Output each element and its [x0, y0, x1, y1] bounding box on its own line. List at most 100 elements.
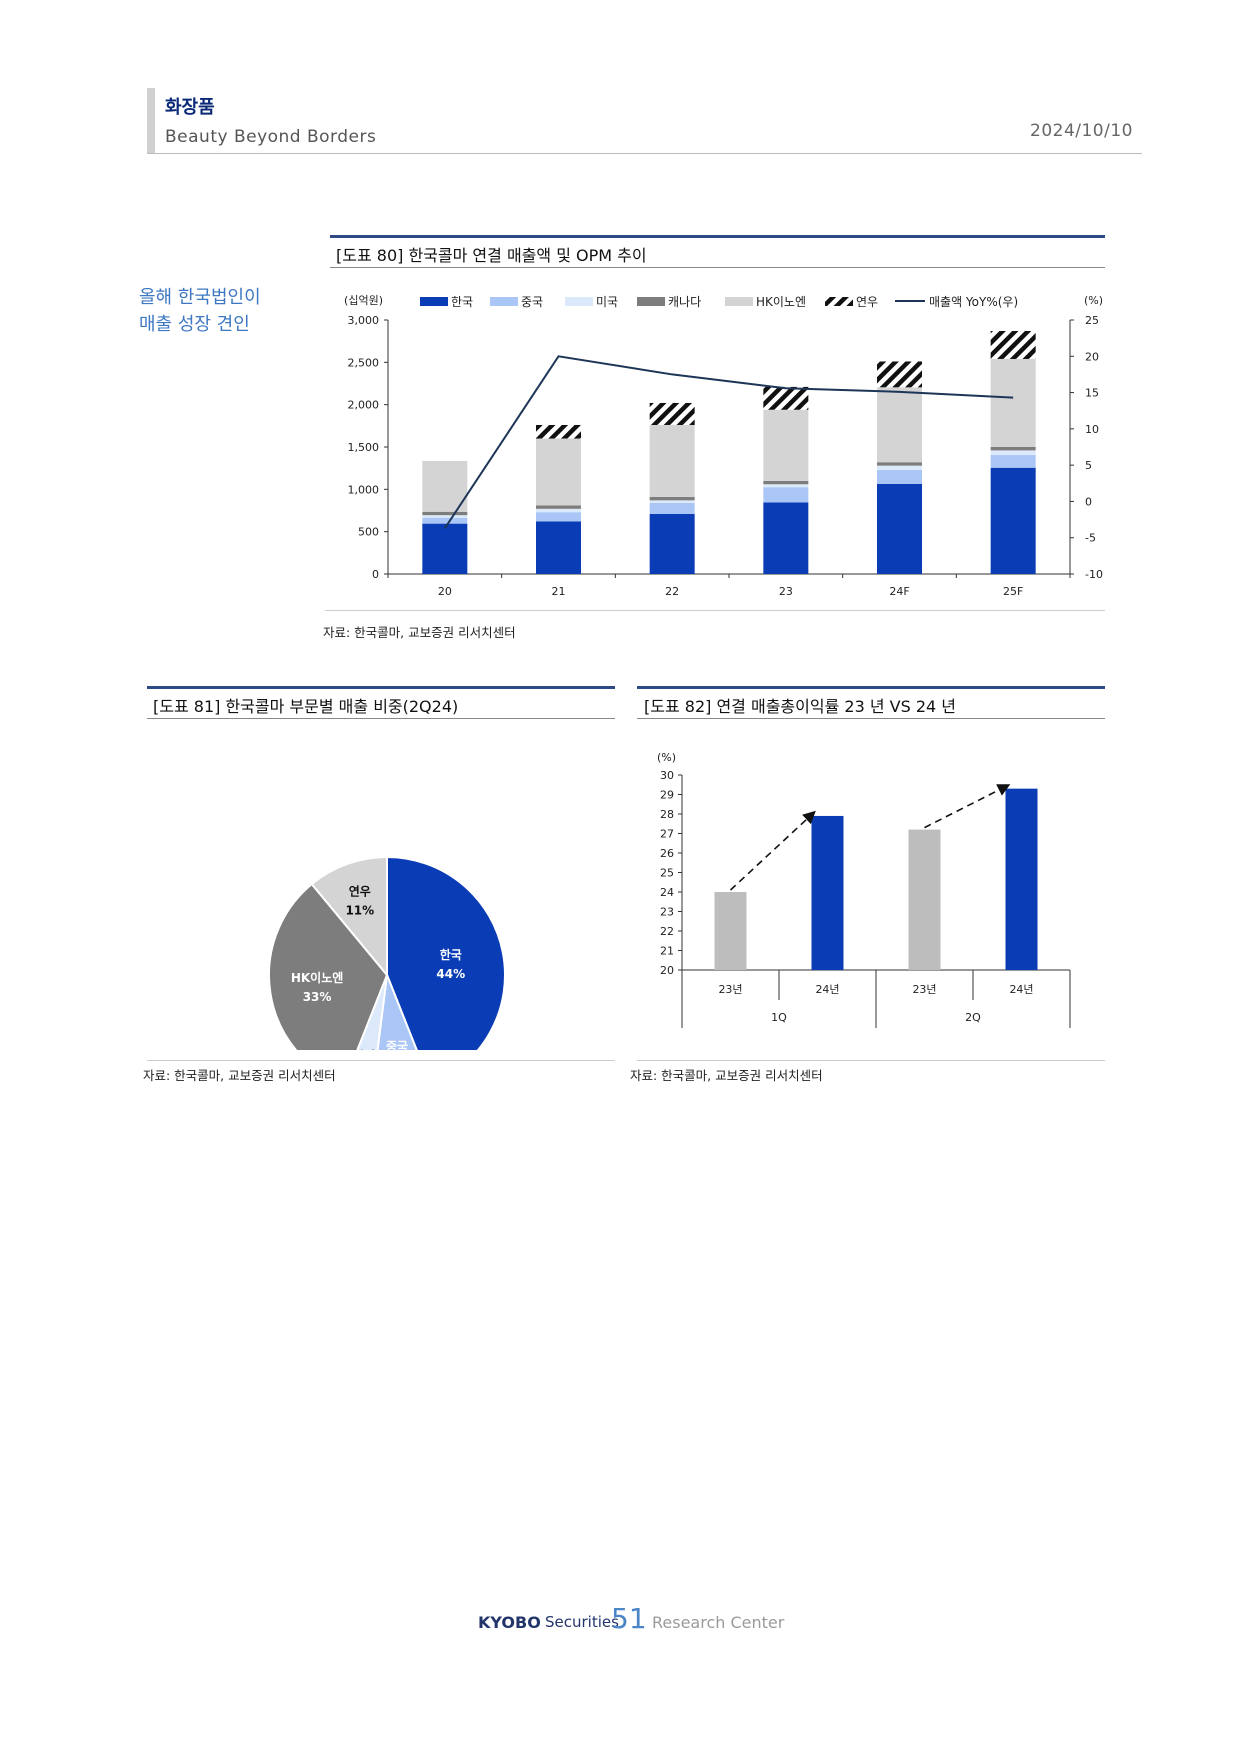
bar-segment-hk_inno [536, 438, 581, 506]
left-tick-label: 2,000 [348, 399, 380, 412]
fig81-title-rule [147, 718, 615, 719]
legend-label: 연우 [856, 295, 878, 309]
bar-segment-yeonwoo [763, 386, 809, 410]
right-axis-unit: (%) [1084, 294, 1103, 307]
fig82-title: [도표 82] 연결 매출총이익률 23 년 VS 24 년 [644, 697, 956, 716]
legend-swatch-yeonwoo [825, 297, 853, 306]
bar-segment-china [649, 502, 695, 514]
bar-segment-canada [990, 447, 1036, 451]
bar-segment-usa [763, 484, 809, 488]
left-tick-label: 2,500 [348, 356, 380, 369]
trend-arrow [924, 784, 1011, 829]
y-axis-unit: (%) [657, 751, 676, 764]
pie-slice [376, 974, 418, 1050]
pie-pct-label: 44% [436, 967, 465, 981]
pie-slice [356, 974, 388, 1050]
bar-segment-usa [422, 515, 468, 518]
right-tick-label: 5 [1085, 459, 1092, 472]
side-note-line2: 매출 성장 견인 [139, 314, 250, 335]
y-tick-label: 25 [660, 867, 674, 880]
bar-segment-korea [877, 483, 922, 574]
bar-segment-canada [877, 462, 922, 466]
fig82-source: 자료: 한국콜마, 교보증권 리서치센터 [630, 1068, 823, 1083]
y-tick-label: 20 [660, 964, 674, 977]
left-tick-label: 1,000 [348, 483, 380, 496]
fig80-top-rule [330, 235, 1105, 238]
right-tick-label: 20 [1085, 350, 1099, 363]
report-date: 2024/10/10 [1030, 121, 1133, 141]
legend-label: 캐나다 [668, 295, 701, 309]
right-tick-label: -5 [1085, 532, 1096, 545]
legend-swatch-usa [565, 297, 593, 306]
x-tick-label: 22 [665, 585, 679, 598]
fig80-title-rule [330, 267, 1105, 268]
pie-label: 한국 [440, 947, 462, 962]
bar-segment-canada [763, 480, 809, 485]
bar-segment-canada [422, 511, 468, 516]
pie-pct-label: 33% [303, 990, 332, 1004]
right-tick-label: 10 [1085, 423, 1099, 436]
x-tick-label: 24년 [1009, 983, 1033, 996]
margin-bar [714, 892, 747, 970]
side-note: 올해 한국법인이 매출 성장 견인 [139, 284, 261, 338]
legend-label: HK이노엔 [756, 295, 806, 309]
fig80-source-rule [325, 610, 1105, 611]
bar-segment-korea [422, 523, 468, 574]
bar-segment-korea [649, 513, 695, 574]
x-tick-label: 25F [1003, 585, 1023, 598]
fig80-title: [도표 80] 한국콜마 연결 매출액 및 OPM 추이 [336, 246, 647, 265]
left-tick-label: 0 [372, 568, 379, 581]
fig81-source: 자료: 한국콜마, 교보증권 리서치센터 [143, 1068, 336, 1083]
x-tick-label: 23년 [718, 983, 742, 996]
pie-label: 중국 [386, 1040, 408, 1050]
margin-bar [908, 829, 941, 970]
pie-label: HK이노엔 [291, 970, 343, 985]
left-tick-label: 1,500 [348, 441, 380, 454]
header-divider [147, 153, 1142, 154]
bar-segment-hk_inno [990, 358, 1036, 447]
footer-securities: Securities [545, 1613, 619, 1631]
bar-segment-usa [877, 465, 922, 470]
bar-segment-hk_inno [649, 424, 695, 497]
page-number: 51 [611, 1602, 647, 1635]
left-axis-unit: (십억원) [344, 294, 383, 307]
right-tick-label: -10 [1085, 568, 1103, 581]
pie-pct-label: 11% [345, 904, 374, 918]
fig82-source-rule [637, 1060, 1105, 1061]
x-tick-label: 21 [552, 585, 566, 598]
bar-segment-yeonwoo [990, 331, 1036, 359]
bar-segment-china [422, 517, 468, 524]
left-tick-label: 3,000 [348, 314, 380, 327]
bar-segment-hk_inno [763, 409, 809, 481]
legend-swatch-korea [420, 297, 448, 306]
bar-segment-hk_inno [877, 387, 922, 463]
header-accent-bar [147, 88, 155, 154]
bar-segment-usa [990, 450, 1036, 456]
x-tick-label: 24F [889, 585, 909, 598]
bar-segment-yeonwoo [649, 402, 695, 425]
group-label: 1Q [771, 1011, 787, 1024]
legend-swatch-china [490, 297, 518, 306]
y-tick-label: 21 [660, 945, 674, 958]
legend-label: 한국 [451, 295, 473, 309]
y-tick-label: 22 [660, 925, 674, 938]
gross-margin-chart: (%) 20 21 22 23 24 25 26 27 28 29 30 23년 24년 23년 24년 1Q 2… [657, 751, 1071, 1028]
y-tick-label: 23 [660, 906, 674, 919]
bar-segment-yeonwoo [536, 424, 581, 439]
yoy-line [443, 355, 1014, 529]
fig80-source: 자료: 한국콜마, 교보증권 리서치센터 [323, 625, 516, 640]
y-tick-label: 26 [660, 847, 674, 860]
fig82-top-rule [637, 686, 1105, 689]
bar-segment-canada [649, 496, 695, 501]
y-tick-label: 24 [660, 886, 674, 899]
side-note-line1: 올해 한국법인이 [139, 287, 261, 308]
bar-segment-korea [536, 521, 581, 574]
bar-segment-korea [763, 502, 809, 574]
bar-segment-canada [536, 505, 581, 509]
legend-label: 매출액 YoY%(우) [929, 295, 1018, 309]
fig82-title-rule [637, 718, 1105, 719]
right-tick-label: 0 [1085, 495, 1092, 508]
x-tick-label: 23 [779, 585, 793, 598]
left-tick-label: 500 [358, 526, 379, 539]
